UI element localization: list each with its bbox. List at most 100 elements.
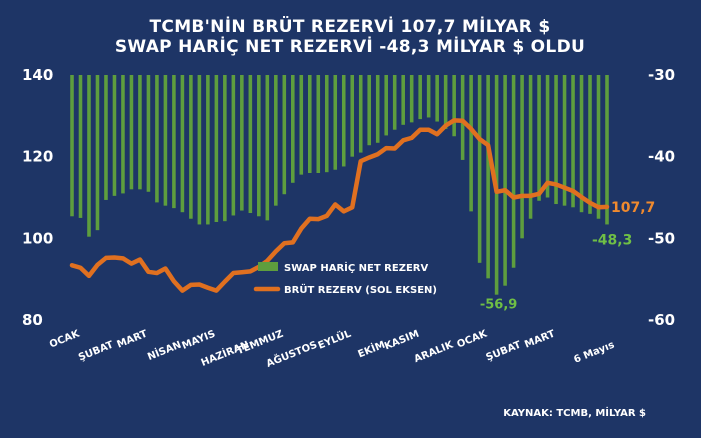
net-reserve-bar <box>299 75 304 175</box>
net-reserve-bar <box>554 75 558 205</box>
net-reserve-bar <box>324 75 329 173</box>
net-reserve-bar <box>443 75 448 129</box>
net-reserve-bar <box>112 75 117 196</box>
net-reserve-bar <box>537 75 541 201</box>
net-reserve-bar <box>588 75 592 214</box>
net-reserve-bar <box>282 75 287 195</box>
net-reserve-bar <box>545 75 550 198</box>
legend-label-net-reserve: SWAP HARİÇ NET REZERV <box>284 260 428 274</box>
net-reserve-bar <box>520 75 524 239</box>
net-reserve-bar <box>333 75 338 170</box>
gross-reserve-end-label: 107,7 <box>611 200 655 216</box>
net-reserve-bar <box>409 75 414 123</box>
net-reserve-bar <box>214 75 219 222</box>
min-net-reserve-label: -56,9 <box>480 298 517 313</box>
net-reserve-bar <box>172 75 176 209</box>
net-reserve-bar <box>163 75 168 206</box>
net-reserve-bar <box>358 75 363 153</box>
net-reserve-bar <box>104 75 108 200</box>
net-reserve-bar <box>571 75 575 208</box>
net-reserve-bar <box>384 75 388 136</box>
net-reserve-bar <box>189 75 193 219</box>
net-reserve-bar <box>223 75 227 222</box>
net-reserve-bar <box>469 75 473 212</box>
gross-reserve-line <box>69 118 610 293</box>
net-reserve-bar <box>316 75 321 173</box>
net-reserve-bar <box>138 75 142 190</box>
net-reserve-bar <box>511 75 516 268</box>
net-reserve-bar <box>418 75 422 120</box>
right-axis-ticks: -30 -40 -50 -60 <box>648 66 675 329</box>
x-axis-label: ŞUBAT <box>77 340 115 364</box>
net-reserve-bar <box>121 75 125 194</box>
net-reserve-bar <box>70 75 74 217</box>
x-axis-label: MAYIS <box>181 329 217 352</box>
right-axis-tick-label: -50 <box>648 229 675 247</box>
net-reserve-bar <box>392 75 397 130</box>
net-reserve-bar <box>155 75 159 203</box>
source-note: KAYNAK: TCMB, MİLYAR $ <box>503 405 646 419</box>
net-reserve-bar <box>240 75 244 211</box>
right-axis-tick-label: -30 <box>648 66 675 84</box>
net-reserve-bar <box>477 75 482 263</box>
net-reserve-bar <box>341 75 346 167</box>
left-axis-tick-label: 100 <box>22 229 53 247</box>
left-axis-tick-label: 120 <box>22 148 53 166</box>
net-reserve-end-label: -48,3 <box>592 232 632 248</box>
net-reserve-bar <box>528 75 533 219</box>
net-reserve-bar <box>95 75 100 231</box>
net-reserve-bar <box>596 75 601 219</box>
left-axis-ticks: 140 120 100 80 <box>22 66 53 329</box>
net-reserve-bar <box>307 75 312 173</box>
left-axis-tick-label: 80 <box>22 311 43 329</box>
x-axis-label: ŞUBAT <box>485 340 523 364</box>
x-axis-label: KASIM <box>383 329 421 353</box>
net-reserve-bar <box>291 75 295 183</box>
net-reserve-bar <box>426 75 431 118</box>
x-axis-label: OCAK <box>48 328 82 350</box>
net-reserve-bar <box>274 75 278 206</box>
left-axis-tick-label: 140 <box>22 66 53 84</box>
net-reserve-bar <box>87 75 91 237</box>
net-reserve-bar <box>248 75 253 214</box>
net-reserve-bar <box>350 75 355 157</box>
net-reserve-bars <box>70 75 609 295</box>
net-reserve-bar <box>460 75 465 160</box>
x-axis-label: ARALIK <box>413 339 456 365</box>
right-axis-tick-label: -40 <box>648 148 675 166</box>
net-reserve-bar <box>401 75 405 125</box>
net-reserve-bar <box>146 75 151 192</box>
net-reserve-bar <box>375 75 380 143</box>
net-reserve-bar <box>257 75 261 217</box>
net-reserve-bar <box>579 75 584 213</box>
right-axis-tick-label: -60 <box>648 311 675 329</box>
x-axis-label: NİSAN <box>145 337 183 363</box>
x-axis-label: EKİM <box>355 337 386 361</box>
chart-title-line-1: TCMB'NİN BRÜT REZERVİ 107,7 MİLYAR $ <box>150 15 551 37</box>
net-reserve-bar <box>452 75 456 137</box>
chart-title-line-2: SWAP HARİÇ NET REZERVİ -48,3 MİLYAR $ OL… <box>115 35 585 57</box>
legend-label-gross-reserve: BRÜT REZERV (SOL EKSEN) <box>284 282 437 296</box>
net-reserve-bar <box>197 75 202 225</box>
net-reserve-bar <box>435 75 439 122</box>
x-axis-label: MART <box>115 329 149 351</box>
x-axis-label: MART <box>523 329 557 351</box>
net-reserve-bar <box>367 75 372 146</box>
value-labels: -56,9 107,7 -48,3 <box>480 200 655 313</box>
x-axis-label: 6 Mayıs <box>572 340 616 366</box>
net-reserve-bar <box>486 75 490 279</box>
net-reserve-bar <box>265 75 270 221</box>
gross-reserve-line-group <box>69 118 610 293</box>
net-reserve-bar <box>180 75 185 213</box>
x-axis-label: OCAK <box>456 328 490 350</box>
net-reserve-bar <box>605 75 609 225</box>
legend-swatch-net-reserve <box>258 262 278 271</box>
legend: SWAP HARİÇ NET REZERV BRÜT REZERV (SOL E… <box>253 260 437 296</box>
net-reserve-bar <box>129 75 134 190</box>
net-reserve-bar <box>231 75 236 216</box>
x-axis-label: EYLÜL <box>316 326 354 352</box>
net-reserve-bar <box>562 75 567 206</box>
net-reserve-bar <box>206 75 210 225</box>
